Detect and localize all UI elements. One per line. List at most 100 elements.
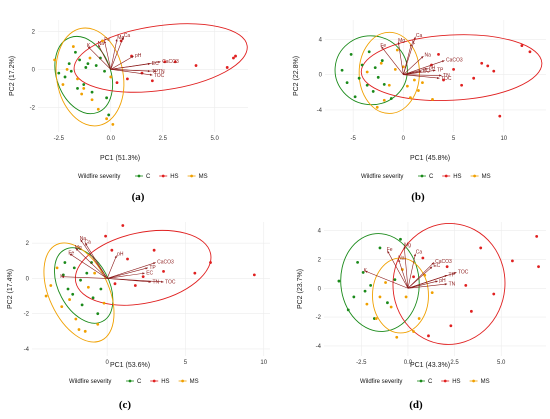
point-c [103, 69, 106, 73]
point-c [360, 63, 364, 67]
point-c [86, 62, 90, 66]
panel-label: (c) [119, 399, 132, 411]
point-hs [163, 60, 167, 64]
biplot-panel-d: -2.5 0.0 2.5 5.0 4 2 0 -2 -4 PC1 (43.3%) PC2 (23.7… [297, 222, 546, 411]
loading-arrow-label: pH [135, 53, 142, 59]
legend-dot-c [419, 379, 423, 383]
point-c [57, 71, 61, 75]
loading-arrow-label: EC [433, 263, 440, 269]
loading-arrow-label: pH [117, 252, 124, 258]
loading-arrow-label: Na [80, 236, 87, 242]
loading-arrow [403, 246, 409, 289]
point-ms [77, 328, 81, 331]
biplot-panels: -2.5 0.0 2.5 5.0 2 0 -2 PC1 (51.3%) PC2 (17.2%) p… [7, 20, 546, 411]
y-tick-label: -2 [30, 105, 36, 111]
loading-arrow-label: Fe [104, 37, 110, 43]
loading-arrow [398, 259, 409, 289]
loading-arrow-head [403, 246, 406, 249]
loading-arrow-label: Na [398, 256, 405, 262]
biplot-panel-c: 0 5 10 2 0 -2 -4 PC1 (53.6%) PC2 (17.4%) pH EC CaCO… [7, 222, 270, 411]
loading-arrow [403, 74, 440, 79]
point-hs [452, 67, 455, 71]
point-hs [209, 261, 212, 264]
x-tick-label: 10 [500, 136, 507, 142]
legend: Wildfire severity C HS MS [360, 379, 490, 385]
point-ms [378, 295, 382, 299]
legend-dot-ms [190, 174, 194, 178]
point-c [393, 278, 397, 282]
point-hs [193, 271, 197, 275]
x-tick-label: -2.5 [356, 360, 367, 366]
x-tick-label: 5 [184, 360, 188, 366]
panel-label: (b) [411, 191, 425, 203]
y-axis-label: PC2 (22.8%) [293, 56, 300, 96]
point-ms [379, 61, 383, 65]
point-ms [82, 86, 86, 90]
legend-dot-hs [444, 174, 448, 178]
loading-arrow-label: CaCO3 [157, 260, 174, 266]
biplot-panel-a: -2.5 0.0 2.5 5.0 2 0 -2 PC1 (51.3%) PC2 (17.2%) p… [9, 20, 248, 203]
legend: Wildfire severity C HS MS [69, 379, 199, 385]
point-c [369, 283, 373, 287]
ellipse-ms [358, 31, 420, 114]
loading-arrow-head [431, 262, 435, 265]
loading-arrow-label: Ca [416, 33, 423, 39]
loading-arrow-head [161, 280, 164, 283]
ellipse-hs [392, 223, 506, 345]
loading-arrow-label: TOC [154, 73, 165, 79]
point-ms [395, 48, 399, 52]
loading-arrow-label: EC [152, 61, 159, 67]
loading-arrow [107, 262, 156, 279]
ellipse-c [54, 247, 114, 324]
point-ms [393, 67, 397, 71]
point-hs [133, 284, 137, 287]
point-hs [492, 292, 496, 296]
legend-dot-c [128, 379, 132, 383]
point-c [107, 113, 111, 117]
y-tick-label: 0 [32, 67, 36, 73]
point-c [382, 82, 386, 86]
loading-arrow-head [433, 69, 436, 72]
point-c [346, 308, 350, 312]
point-hs [511, 259, 514, 263]
point-c [80, 303, 84, 307]
point-hs [252, 273, 256, 277]
loading-arrow-label: TN [443, 73, 450, 79]
loading-arrow-label: TN [158, 69, 165, 75]
loading-arrow-head [441, 60, 445, 63]
loading-arrow [381, 46, 404, 75]
x-axis-label: PC1 (43.3%) [410, 362, 450, 369]
point-hs [110, 248, 114, 252]
point-c [373, 66, 377, 70]
point-hs [232, 56, 235, 60]
loading-arrow-label: Mg [117, 35, 124, 41]
loading-arrow-head [154, 70, 157, 73]
loading-arrow [398, 42, 404, 75]
loading-arrow-label: K [87, 43, 91, 49]
point-hs [464, 283, 468, 287]
point-ms [96, 322, 100, 326]
loading-arrow-label: TOC [165, 280, 176, 286]
loading-arrow-label: K [60, 274, 64, 280]
point-c [399, 237, 402, 241]
point-ms [44, 294, 48, 298]
ellipse-c [340, 233, 420, 332]
x-tick-label: 5 [452, 136, 456, 142]
loading-arrow [403, 43, 412, 75]
x-tick-label: 0 [105, 360, 109, 366]
ellipse-ms [372, 257, 429, 334]
y-axis-label: PC2 (17.2%) [9, 56, 16, 96]
loading-arrow-head [437, 76, 440, 80]
point-ms [421, 81, 424, 85]
legend-item-c: C [429, 174, 434, 180]
point-hs [234, 54, 237, 58]
point-ms [431, 97, 434, 101]
loading-arrow [403, 55, 424, 75]
loading-arrow-head [398, 259, 401, 263]
loading-arrow [110, 38, 118, 70]
loading-arrow-label: EC [146, 270, 153, 276]
point-ms [404, 295, 408, 299]
x-tick-label: 0.0 [107, 136, 116, 142]
point-ms [105, 117, 109, 121]
legend-dot-ms [472, 379, 475, 383]
